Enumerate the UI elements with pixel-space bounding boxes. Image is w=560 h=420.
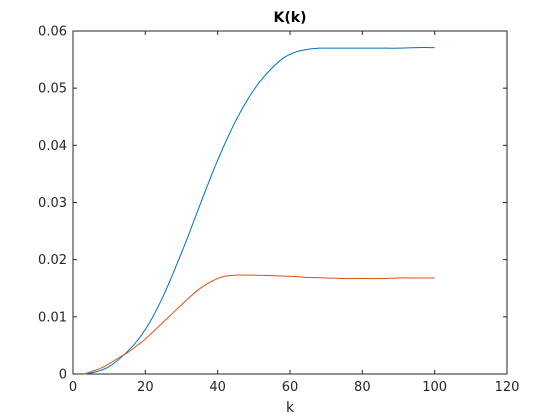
ticks-layer: 0 20 40 60 80 100 120 0 0.01 0.02 0.03 0.04 0.05 0.06 [38, 25, 519, 396]
y-tick-label: 0.05 [38, 82, 67, 97]
x-tick-label: 80 [354, 380, 371, 395]
x-tick-label: 120 [495, 380, 520, 395]
x-axis-label: k [286, 400, 295, 416]
x-tick-label: 100 [422, 380, 447, 395]
x-tick-label: 60 [282, 380, 299, 395]
series-line-1 [83, 47, 435, 375]
y-tick-label: 0.01 [38, 310, 67, 325]
y-tick-label: 0.03 [38, 196, 67, 211]
y-tick-label: 0 [59, 368, 67, 383]
y-tick-label: 0.04 [38, 139, 67, 154]
x-tick-label: 40 [209, 380, 226, 395]
y-tick-label: 0.02 [38, 253, 67, 268]
x-tick-label: 0 [69, 380, 77, 395]
x-tick-label: 20 [137, 380, 154, 395]
series-layer [83, 47, 435, 375]
plot-area [72, 30, 508, 375]
chart-title: K(k) [274, 10, 307, 26]
series-line-2 [83, 274, 435, 375]
y-tick-label: 0.06 [38, 25, 67, 40]
